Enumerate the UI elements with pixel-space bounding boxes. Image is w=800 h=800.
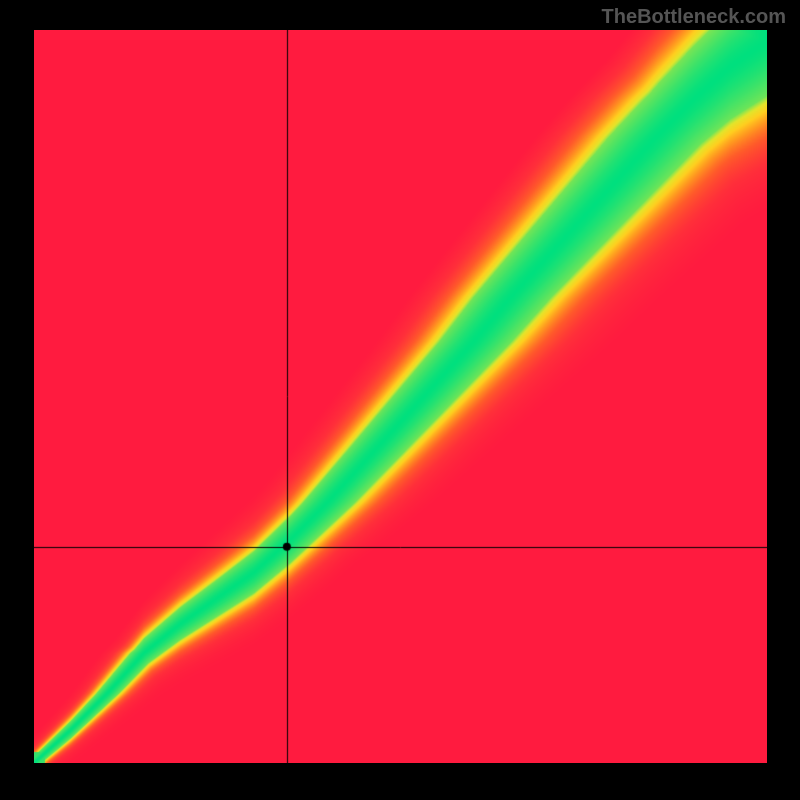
bottleneck-heatmap bbox=[34, 30, 767, 763]
watermark-text: TheBottleneck.com bbox=[602, 6, 786, 29]
